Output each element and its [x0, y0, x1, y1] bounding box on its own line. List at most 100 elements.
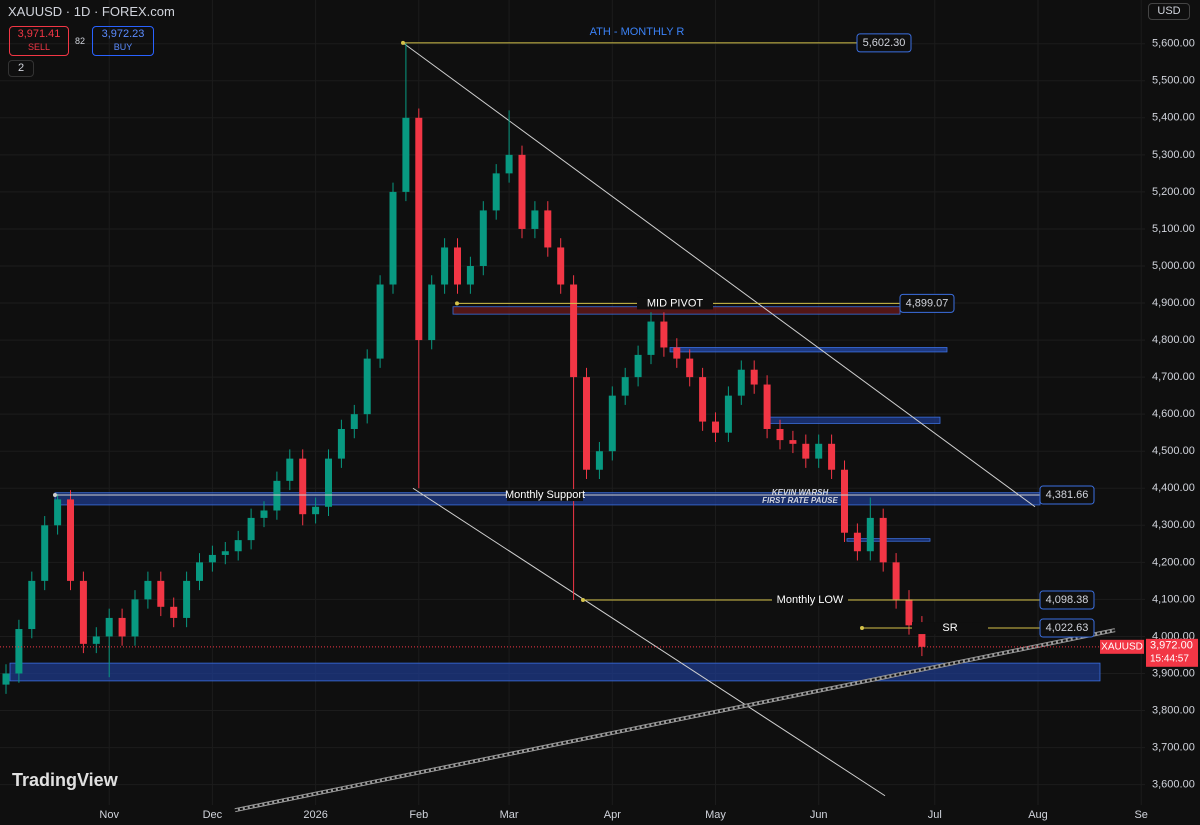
candle-body	[608, 395, 616, 452]
candle-body	[118, 617, 126, 637]
candle-body	[273, 480, 281, 511]
last-price-symbol: XAUUSD	[1101, 641, 1143, 652]
candle-body	[479, 210, 487, 266]
level-box	[1039, 485, 1095, 505]
y-tick-label: 5,500.00	[1152, 75, 1195, 87]
trendline	[402, 42, 1036, 508]
candle-body	[583, 377, 590, 470]
level-anchor	[53, 493, 57, 498]
y-tick-label: 3,900.00	[1152, 667, 1195, 679]
time-axis-panel	[0, 805, 1200, 825]
level-box	[1039, 590, 1095, 610]
candle-body	[260, 510, 268, 518]
level-name: Monthly Support	[505, 489, 585, 501]
candle-body	[763, 384, 771, 429]
candle-body	[802, 443, 810, 459]
candle-body	[144, 580, 152, 600]
candle-body	[892, 562, 900, 600]
y-tick-label: 4,800.00	[1152, 334, 1195, 346]
countdown: 15:44:57	[1150, 653, 1189, 664]
candle-body	[634, 354, 642, 378]
level-anchor	[455, 301, 459, 306]
candle-body	[234, 540, 242, 552]
level-value: 4,899.07	[906, 297, 949, 309]
level-label-bg	[912, 622, 988, 635]
y-tick-label: 3,700.00	[1152, 741, 1195, 753]
zone	[669, 347, 948, 353]
candle-body	[454, 247, 461, 285]
candle-body	[621, 377, 629, 396]
y-tick-label: 4,100.00	[1152, 593, 1195, 605]
y-tick-label: 5,300.00	[1152, 149, 1195, 161]
candle-body	[841, 469, 848, 533]
candle-body	[286, 458, 294, 481]
candle-body	[196, 562, 203, 581]
buy-button[interactable]: 3,972.23 BUY	[92, 26, 154, 56]
spread: 82	[75, 36, 86, 46]
candle-body	[531, 210, 539, 229]
y-tick-label: 5,000.00	[1152, 260, 1195, 272]
candle-body	[428, 284, 436, 341]
candle-body	[866, 517, 874, 552]
level-name: MID PIVOT	[647, 297, 704, 309]
candle-body	[557, 247, 565, 285]
candle-body	[415, 117, 423, 341]
candle-body	[350, 414, 358, 429]
level-value: 5,602.30	[863, 37, 906, 49]
level-name: ATH - MONTHLY R	[590, 26, 685, 38]
candle-body	[673, 347, 681, 359]
x-tick-label: Se	[1134, 809, 1147, 821]
candle-body	[247, 517, 255, 541]
annotation: KEVIN WARSH	[772, 488, 829, 497]
x-tick-label: May	[705, 809, 726, 821]
sell-button[interactable]: 3,971.41 SELL	[9, 26, 69, 56]
currency-select[interactable]: USD	[1148, 3, 1190, 20]
level-box	[1039, 618, 1095, 638]
candle-body	[441, 247, 449, 285]
candle-body	[337, 428, 345, 459]
y-tick-label: 4,200.00	[1152, 556, 1195, 568]
candle-body	[905, 599, 913, 626]
trendline-outer	[234, 628, 1116, 813]
candle-body	[131, 599, 139, 637]
candle-body	[466, 265, 474, 285]
y-tick-label: 5,600.00	[1152, 38, 1195, 50]
symbol-title: XAUUSD · 1D · FOREX.com	[8, 4, 175, 19]
candle-body	[2, 673, 10, 685]
candle-body	[79, 580, 87, 644]
candle-body	[28, 580, 36, 630]
candle-body	[41, 525, 49, 581]
candle-body	[221, 551, 229, 555]
candle-body	[402, 117, 410, 192]
candle-body	[776, 428, 784, 441]
candle-body	[389, 191, 397, 285]
candle-body	[505, 154, 513, 174]
candle-body	[92, 636, 100, 644]
level-label-bg	[507, 489, 583, 502]
x-tick-label: Jul	[928, 809, 942, 821]
y-tick-label: 3,600.00	[1152, 779, 1195, 791]
candle-body	[312, 506, 320, 515]
candle-body	[299, 458, 307, 515]
candle-body	[157, 580, 165, 607]
x-tick-label: Jun	[810, 809, 828, 821]
y-tick-label: 4,500.00	[1152, 445, 1195, 457]
candle-body	[686, 358, 694, 378]
zone	[846, 538, 931, 542]
level-value: 4,022.63	[1046, 622, 1089, 634]
x-tick-label: Nov	[99, 809, 119, 821]
sell-price: 3,971.41	[17, 28, 61, 40]
indicators-toggle[interactable]: 2	[8, 60, 34, 77]
level-name: SR	[942, 622, 957, 634]
level-anchor	[401, 40, 405, 45]
candle-body	[647, 321, 655, 355]
y-tick-label: 5,200.00	[1152, 186, 1195, 198]
x-tick-label: Dec	[203, 809, 223, 821]
candle-body	[544, 210, 552, 248]
candle-body	[170, 606, 178, 618]
candle-body	[325, 458, 332, 507]
annotation: FIRST RATE PAUSE	[762, 496, 838, 505]
y-tick-label: 3,800.00	[1152, 704, 1195, 716]
candle-body	[828, 443, 836, 470]
